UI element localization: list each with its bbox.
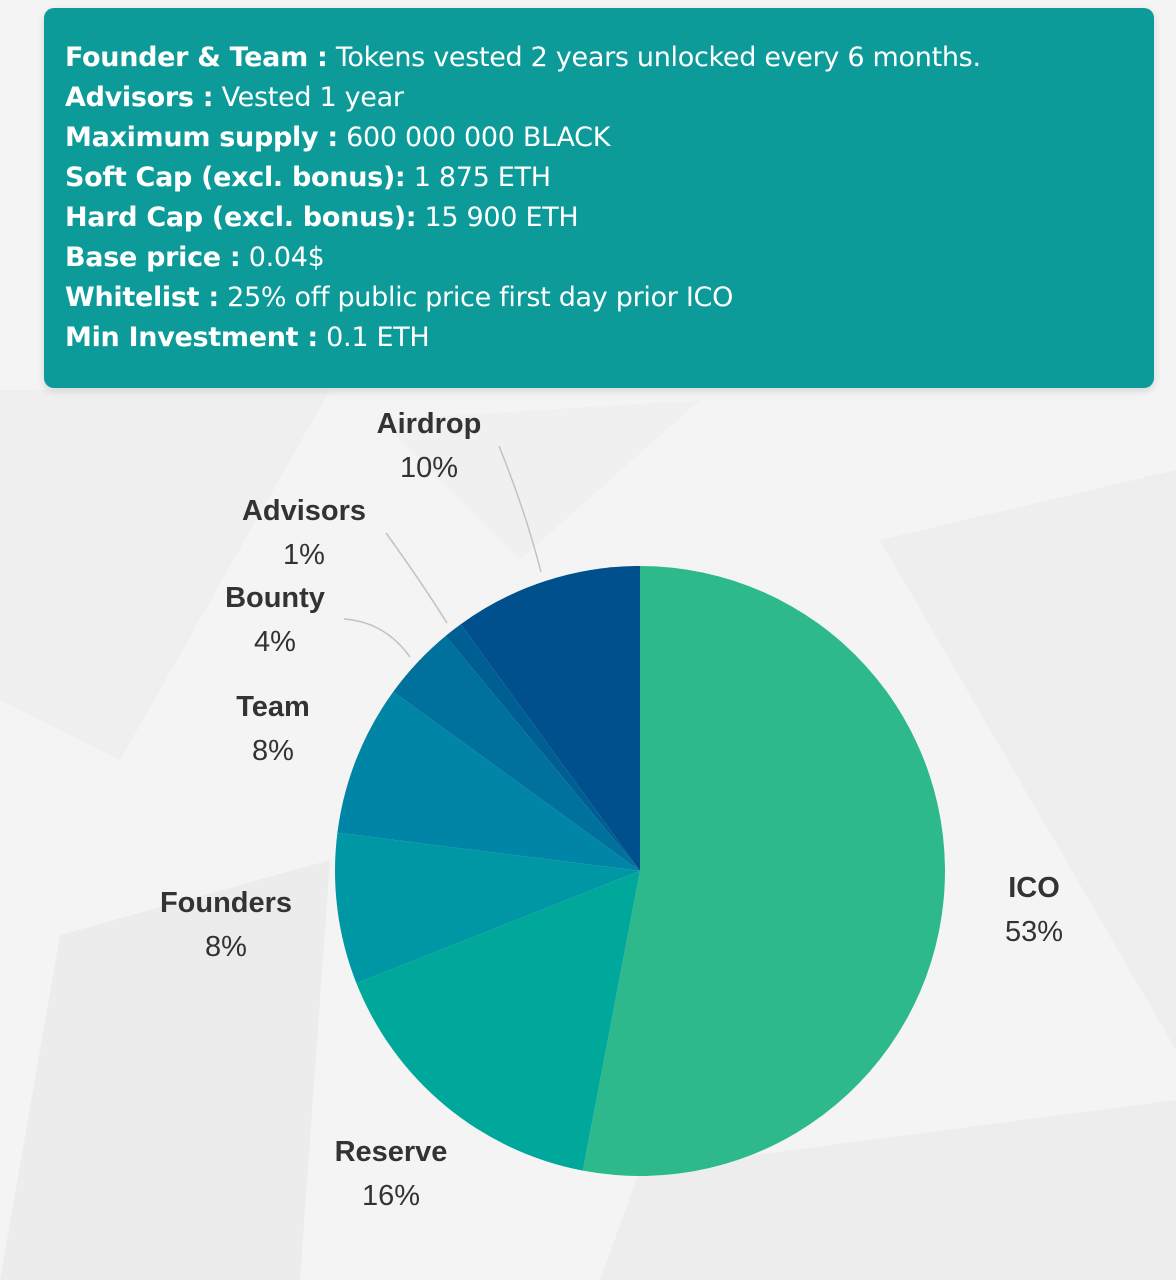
pie-slice-bounty bbox=[393, 635, 640, 871]
token-info-box: Founder & Team : Tokens vested 2 years u… bbox=[44, 8, 1154, 388]
slice-percent-founders: 8% bbox=[205, 931, 247, 963]
slice-percent-advisors: 1% bbox=[283, 539, 325, 571]
pie-slice-airdrop bbox=[460, 566, 640, 871]
slice-percent-bounty: 4% bbox=[254, 626, 296, 658]
slice-label-ico: ICO bbox=[1008, 872, 1060, 904]
slice-percent-ico: 53% bbox=[1005, 916, 1063, 948]
info-line-advisors: Advisors : Vested 1 year bbox=[65, 82, 404, 113]
info-line-min-investment: Min Investment : 0.1 ETH bbox=[65, 322, 430, 353]
pie-leader-lines bbox=[343, 445, 542, 658]
info-line-hard-cap: Hard Cap (excl. bonus): 15 900 ETH bbox=[65, 202, 579, 233]
leader-line-advisors bbox=[385, 532, 448, 624]
pie-slice-team bbox=[337, 691, 640, 871]
slice-percent-airdrop: 10% bbox=[400, 452, 458, 484]
leader-line-bounty bbox=[343, 618, 411, 658]
slice-label-team: Team bbox=[236, 691, 310, 723]
info-line-soft-cap: Soft Cap (excl. bonus): 1 875 ETH bbox=[65, 162, 551, 193]
slice-label-advisors: Advisors bbox=[242, 495, 366, 527]
slice-label-founders: Founders bbox=[160, 887, 292, 919]
info-line-founder-team: Founder & Team : Tokens vested 2 years u… bbox=[65, 42, 981, 73]
pie-slices bbox=[335, 566, 945, 1176]
info-line-whitelist: Whitelist : 25% off public price first d… bbox=[65, 282, 734, 313]
info-line-maximum-supply: Maximum supply : 600 000 000 BLACK bbox=[65, 122, 611, 153]
pie-slice-reserve bbox=[356, 871, 640, 1171]
slice-percent-reserve: 16% bbox=[362, 1180, 420, 1212]
slice-label-reserve: Reserve bbox=[335, 1136, 448, 1168]
pie-slice-advisors bbox=[445, 624, 640, 871]
info-line-base-price: Base price : 0.04$ bbox=[65, 242, 325, 273]
pie-labels: ICO 53% Reserve 16% Founders 8% Team 8% Bounty 4%… bbox=[160, 408, 1063, 1212]
pie-slice-founders bbox=[335, 832, 640, 984]
slice-label-airdrop: Airdrop bbox=[377, 408, 482, 440]
slice-label-bounty: Bounty bbox=[225, 582, 325, 614]
slice-percent-team: 8% bbox=[252, 735, 294, 767]
pie-slice-ico bbox=[582, 566, 945, 1176]
leader-line-airdrop bbox=[498, 445, 542, 573]
